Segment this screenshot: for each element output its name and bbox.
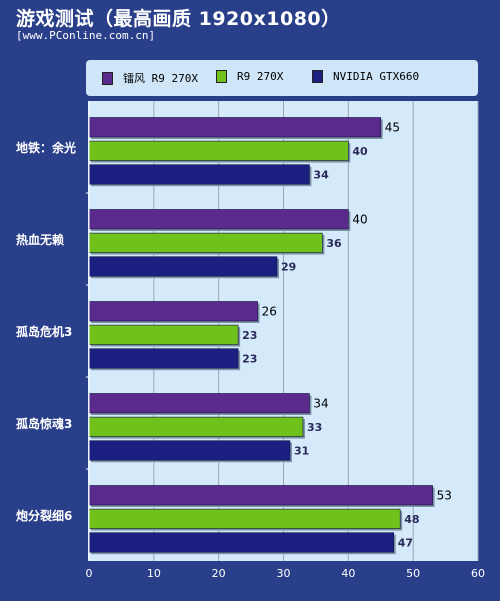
x-tick-label-20: 20	[212, 567, 226, 580]
bar-2-2	[88, 232, 323, 253]
x-tick-label-60: 60	[471, 567, 485, 580]
legend-label-series-3: NVIDIA GTX660	[333, 70, 420, 83]
legend-item-series-1: 镭风 R9 270X	[102, 70, 198, 86]
data-label-4-3: 31	[294, 444, 309, 457]
bar-4-1	[88, 393, 310, 414]
legend-label-series-1: 镭风 R9 270X	[123, 72, 198, 85]
x-tick-label-50: 50	[406, 567, 420, 580]
legend-item-series-2: R9 270X	[216, 70, 283, 83]
data-label-3-1: 26	[262, 304, 277, 318]
data-label-1-2: 40	[352, 145, 368, 158]
data-label-1-3: 34	[313, 168, 329, 181]
source-url: [www.PConline.com.cn]	[16, 29, 156, 42]
x-tick-label-30: 30	[277, 567, 291, 580]
chart-title: 游戏测试（最高画质 1920x1080）	[16, 8, 341, 30]
category-label-4: 孤岛惊魂3	[16, 416, 72, 431]
bar-1-1	[88, 117, 382, 138]
category-label-2: 热血无赖	[16, 232, 64, 247]
bar-1-2	[88, 140, 349, 161]
bar-3-3	[88, 348, 239, 369]
bar-5-1	[88, 485, 433, 506]
category-label-3: 孤岛危机3	[16, 324, 72, 339]
data-label-5-3: 47	[398, 536, 413, 549]
bar-2-1	[88, 209, 349, 230]
data-label-2-1: 40	[352, 212, 367, 226]
data-label-3-2: 23	[242, 329, 257, 342]
bar-3-2	[88, 324, 239, 345]
bar-5-2	[88, 508, 401, 529]
legend-swatch-series-3	[312, 70, 323, 83]
data-label-2-3: 29	[281, 260, 296, 273]
data-label-5-2: 48	[404, 513, 419, 526]
x-tick-label-40: 40	[341, 567, 355, 580]
legend-swatch-series-2	[216, 70, 227, 83]
bar-4-2	[88, 416, 304, 437]
x-tick-label-0: 0	[86, 567, 93, 580]
data-label-3-3: 23	[242, 352, 257, 365]
data-label-5-1: 53	[437, 488, 452, 502]
bar-5-3	[88, 532, 395, 553]
category-label-1: 地铁：余光	[16, 140, 76, 155]
bar-2-3	[88, 256, 278, 277]
data-label-2-2: 36	[326, 237, 342, 250]
data-label-4-2: 33	[307, 421, 322, 434]
legend-item-series-3: NVIDIA GTX660	[312, 70, 419, 83]
bar-3-1	[88, 301, 258, 322]
data-label-4-1: 34	[313, 396, 328, 410]
x-tick-label-10: 10	[147, 567, 161, 580]
category-label-5: 炮分裂细6	[16, 508, 72, 523]
data-label-1-1: 45	[385, 120, 400, 134]
legend: 镭风 R9 270X R9 270X NVIDIA GTX660	[86, 60, 478, 96]
legend-label-series-2: R9 270X	[237, 70, 284, 83]
legend-swatch-series-1	[102, 71, 113, 85]
bar-1-3	[88, 164, 310, 185]
bar-4-3	[88, 440, 291, 461]
